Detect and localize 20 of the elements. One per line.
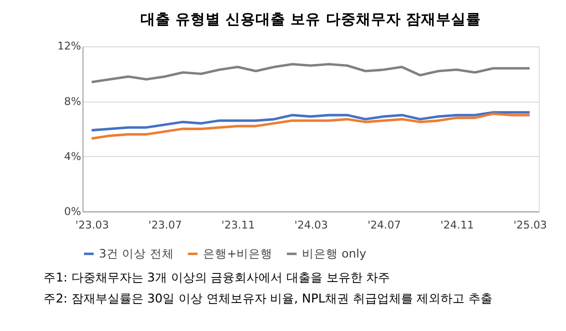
legend-label: 비은행 only — [302, 246, 366, 261]
x-tick-label: '23.03 — [75, 218, 109, 232]
y-tick-label: 0% — [64, 204, 82, 218]
line-series — [90, 63, 531, 84]
line-series — [90, 112, 531, 140]
y-tick-label: 4% — [64, 150, 82, 163]
text: 주1: 다중채무자는 3개 이상의 금융회사에서 대출을 보유한 차주 — [44, 270, 390, 284]
y-tick-label: 8% — [64, 94, 82, 108]
chart-title: 대출 유형별 신용대출 보유 다중채무자 잠재부실률 — [140, 11, 481, 28]
x-tick-label: '24.11 — [440, 218, 474, 232]
text: 주2: 잠재부실률은 30일 이상 연체보유자 비율, NPL채권 취급업체를 제외하고 추출 — [44, 292, 493, 306]
line-series — [90, 111, 531, 132]
y-tick-label: 12% — [57, 40, 82, 53]
x-tick-label: '24.03 — [294, 218, 328, 232]
x-tick-label: '23.07 — [148, 218, 182, 232]
x-tick-label: '23.11 — [221, 218, 255, 232]
legend-label: 은행+비은행 — [202, 246, 273, 261]
legend-label: 3건 이상 전체 — [99, 246, 174, 261]
x-tick-label: '24.07 — [367, 218, 401, 232]
x-tick-label: '25.03 — [513, 218, 547, 232]
